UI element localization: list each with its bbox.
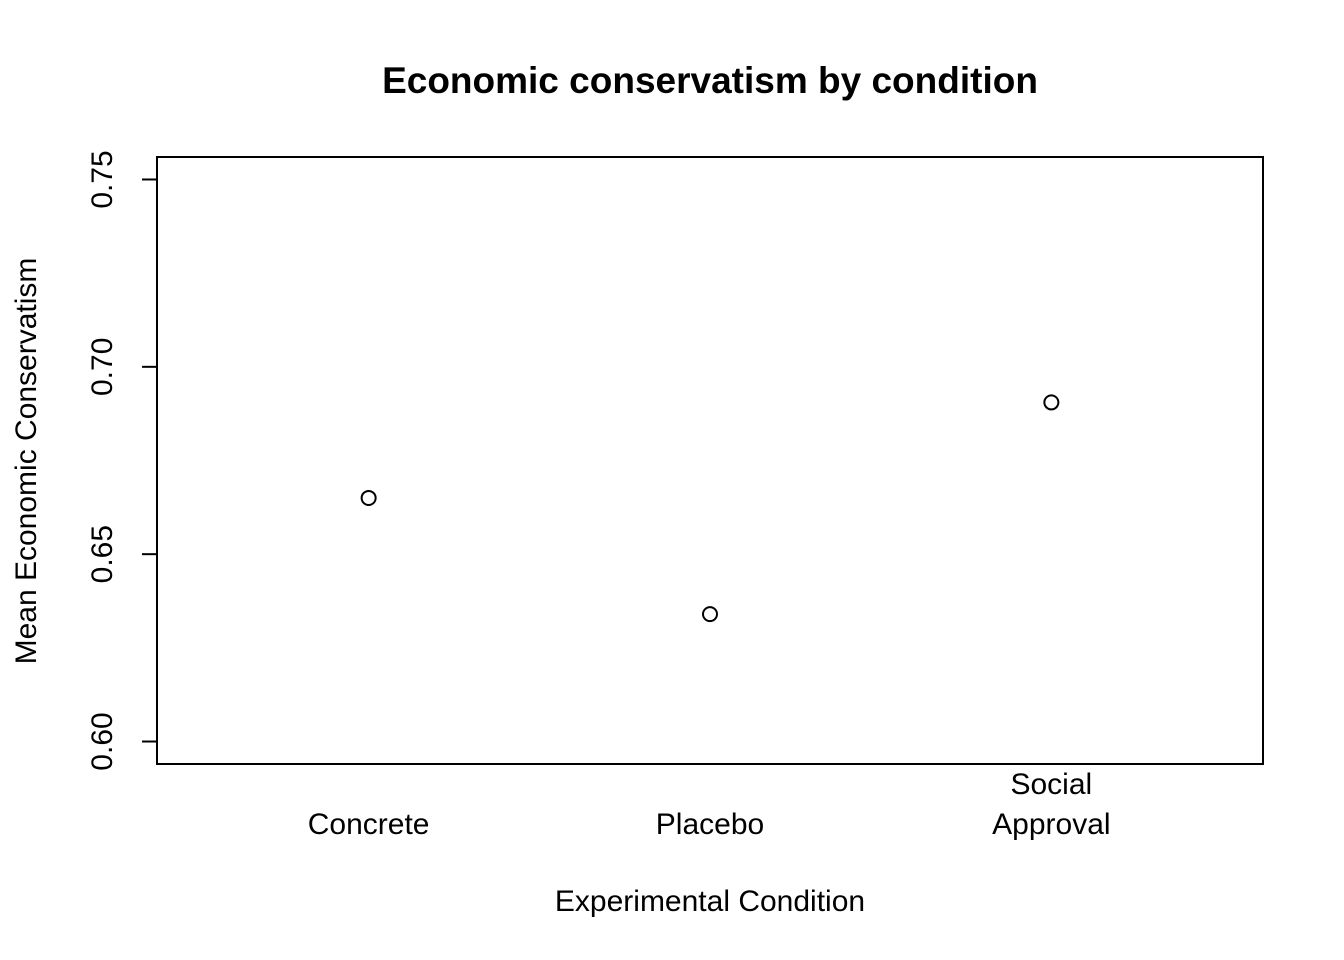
data-points — [360, 394, 1060, 623]
y-axis-title: Mean Economic Conservatism — [10, 258, 43, 665]
x-tick-label: Placebo — [656, 808, 764, 841]
y-tick-label: 0.75 — [86, 150, 119, 208]
plot-frame — [156, 156, 1264, 765]
chart-title: Economic conservatism by condition — [382, 60, 1038, 101]
x-tick-label: Social Approval — [992, 768, 1110, 841]
y-axis: 0.60 0.65 0.70 0.75 — [86, 150, 157, 771]
y-tick-label: 0.65 — [86, 525, 119, 583]
x-axis-title: Experimental Condition — [555, 885, 865, 918]
x-axis: Concrete Placebo Social Approval — [308, 768, 1111, 841]
data-point — [702, 606, 718, 623]
y-tick-label: 0.70 — [86, 338, 119, 396]
x-tick-label: Concrete — [308, 808, 430, 841]
data-point — [360, 489, 377, 506]
y-tick-label: 0.60 — [86, 712, 119, 770]
data-point — [1043, 394, 1060, 411]
